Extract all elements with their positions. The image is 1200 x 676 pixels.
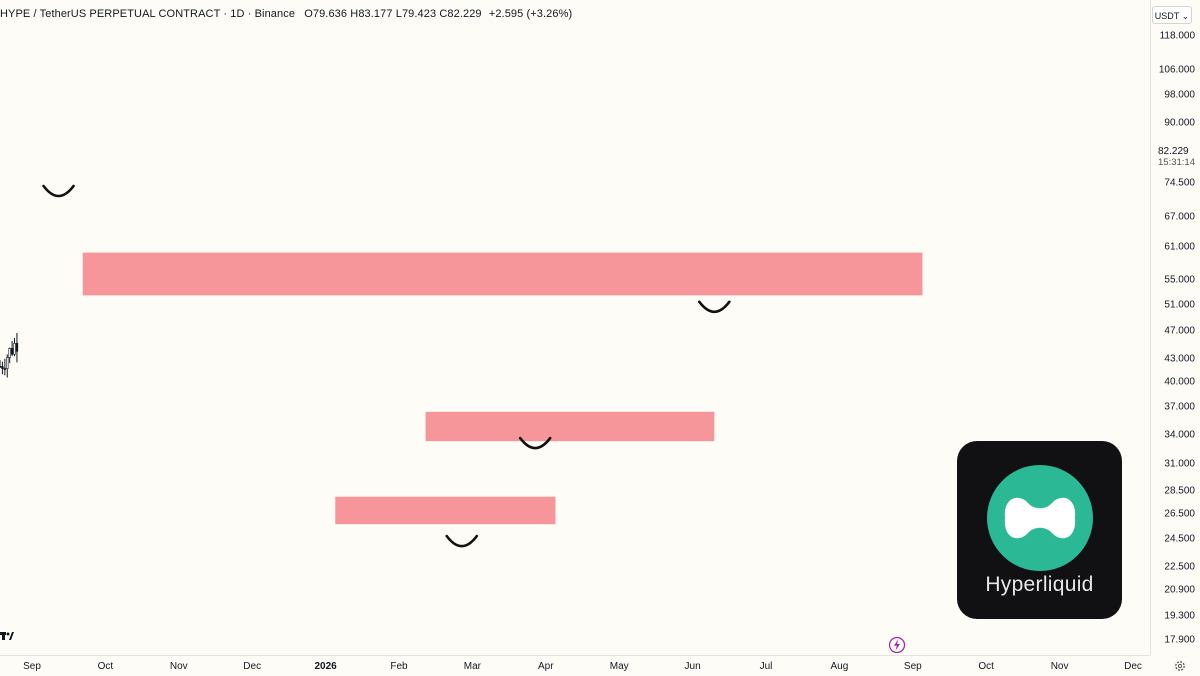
time-tick-label: Jun bbox=[684, 661, 701, 672]
price-tick-label: 55.000 bbox=[1164, 274, 1195, 286]
price-tick-label: 90.000 bbox=[1164, 117, 1195, 129]
price-tick-label: 47.000 bbox=[1164, 325, 1195, 337]
time-tick-label: Oct bbox=[97, 661, 114, 672]
current-price: 82.229 bbox=[1158, 146, 1189, 157]
low-value: L79.423 bbox=[395, 8, 437, 20]
open-value: O79.636 bbox=[304, 8, 348, 20]
candle-body bbox=[13, 343, 16, 355]
hyperliquid-logo-icon bbox=[987, 465, 1093, 571]
time-tick-label: Feb bbox=[390, 661, 408, 672]
price-tick-label: 22.500 bbox=[1164, 561, 1195, 573]
time-tick-label: 2026 bbox=[314, 661, 337, 672]
candle-body bbox=[6, 357, 9, 369]
price-tick-label: 28.500 bbox=[1164, 485, 1195, 497]
resistance-zone bbox=[425, 411, 715, 442]
candlestick-chart[interactable] bbox=[0, 0, 1150, 655]
symbol-title[interactable]: HYPE / TetherUS PERPETUAL CONTRACT · 1D … bbox=[0, 8, 296, 20]
chevron-down-icon: ⌄ bbox=[1179, 11, 1190, 21]
price-tick-label: 61.000 bbox=[1164, 241, 1195, 253]
price-tick-label: 74.500 bbox=[1164, 177, 1195, 189]
tradingview-logo-icon[interactable] bbox=[0, 630, 14, 642]
price-tick-label: 118.000 bbox=[1159, 30, 1195, 42]
time-tick-label: Sep bbox=[903, 661, 922, 672]
price-tick-label: 31.000 bbox=[1164, 458, 1195, 470]
time-tick-label: May bbox=[609, 661, 629, 672]
candle bbox=[6, 354, 9, 378]
price-tick-label: 40.000 bbox=[1164, 376, 1195, 388]
price-tick-label: 43.000 bbox=[1164, 353, 1195, 365]
price-tick-label: 98.000 bbox=[1164, 89, 1195, 101]
time-tick-label: Nov bbox=[169, 661, 188, 672]
candle bbox=[10, 340, 14, 357]
logo-wordmark: Hyperliquid bbox=[985, 573, 1094, 596]
price-tick-label: 20.900 bbox=[1164, 584, 1195, 596]
hyperliquid-logo-card: Hyperliquid bbox=[957, 441, 1122, 619]
time-tick-label: Dec bbox=[1124, 661, 1142, 672]
candle bbox=[0, 360, 2, 368]
current-price-label: 82.229 15:31:14 bbox=[1158, 146, 1195, 168]
price-tick-label: 34.000 bbox=[1164, 429, 1195, 441]
candle-body bbox=[10, 348, 14, 355]
price-axis[interactable]: 118.000 106.000 98.000 90.000 74.500 67.000 61… bbox=[1150, 0, 1200, 655]
time-tick-label: Aug bbox=[830, 661, 849, 672]
candle bbox=[15, 332, 19, 363]
candle bbox=[13, 337, 16, 357]
candle-body bbox=[1, 366, 4, 369]
support-arc bbox=[698, 300, 731, 314]
price-tick-label: 26.500 bbox=[1164, 508, 1195, 520]
candle-body bbox=[8, 348, 11, 358]
support-arc bbox=[518, 436, 552, 450]
time-tick-label: Jul bbox=[759, 661, 773, 672]
candle bbox=[1, 361, 4, 375]
resistance-zone bbox=[82, 252, 923, 296]
lightning-bolt-icon[interactable] bbox=[888, 636, 906, 654]
time-tick-label: Nov bbox=[1050, 661, 1069, 672]
candle-body bbox=[0, 366, 2, 368]
support-arc bbox=[42, 184, 75, 198]
price-tick-label: 17.900 bbox=[1164, 634, 1195, 646]
currency-label: USDT bbox=[1154, 11, 1180, 21]
chart-header: HYPE / TetherUS PERPETUAL CONTRACT · 1D … bbox=[0, 8, 572, 20]
price-tick-label: 37.000 bbox=[1164, 401, 1195, 413]
candle-body bbox=[15, 343, 19, 352]
candle bbox=[3, 358, 7, 376]
time-tick-label: Apr bbox=[538, 661, 554, 672]
bar-countdown: 15:31:14 bbox=[1158, 157, 1195, 168]
time-tick-label: Dec bbox=[243, 661, 262, 672]
time-tick-label: Mar bbox=[463, 661, 482, 672]
settings-icon[interactable] bbox=[1174, 660, 1186, 672]
chart-area[interactable] bbox=[0, 0, 1150, 655]
candle bbox=[8, 347, 11, 364]
resistance-zone bbox=[335, 496, 556, 525]
time-tick-label: Sep bbox=[23, 661, 41, 672]
price-tick-label: 24.500 bbox=[1164, 533, 1195, 545]
support-arc bbox=[445, 534, 479, 548]
currency-selector[interactable]: USDT ⌄ bbox=[1152, 6, 1192, 24]
price-tick-label: 67.000 bbox=[1164, 211, 1195, 223]
price-tick-label: 106.000 bbox=[1158, 64, 1195, 76]
price-tick-label: 19.300 bbox=[1164, 610, 1195, 622]
time-axis[interactable]: Sep Oct Nov Dec 2026 Feb Mar Apr May Jun Jul Aug Sep… bbox=[0, 655, 1150, 676]
candle-body bbox=[3, 368, 7, 370]
change-value: +2.595 (+3.26%) bbox=[488, 8, 573, 20]
close-value: C82.229 bbox=[439, 8, 482, 20]
price-tick-label: 51.000 bbox=[1164, 299, 1195, 311]
high-value: H83.177 bbox=[350, 8, 393, 20]
time-tick-label: Oct bbox=[978, 661, 994, 672]
